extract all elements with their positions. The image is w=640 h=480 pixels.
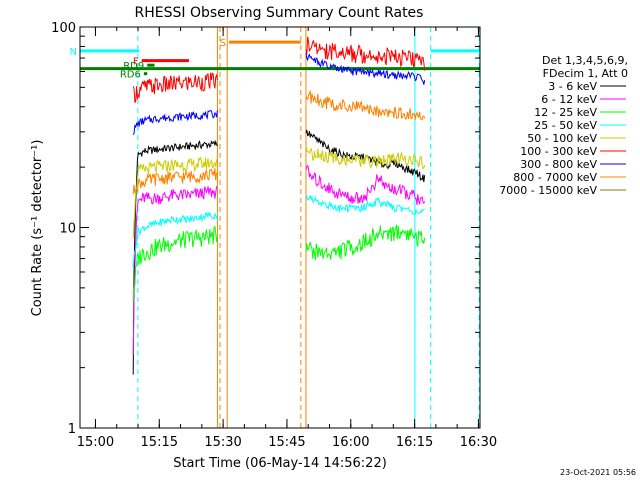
series-line <box>132 211 218 268</box>
x-tick-label: 15:00 <box>77 435 114 450</box>
x-tick-label: 16:15 <box>396 435 433 450</box>
series-line <box>132 186 218 355</box>
series-line <box>305 224 426 261</box>
series-line <box>305 145 426 170</box>
series-line <box>305 164 426 205</box>
series-line <box>132 168 218 195</box>
flag-label: S <box>220 38 226 49</box>
x-tick-label: 15:15 <box>141 435 178 450</box>
legend-label: 50 - 100 keV <box>527 132 597 145</box>
x-axis-label: Start Time (06-May-14 14:56:22) <box>173 456 387 471</box>
series-line <box>305 36 426 71</box>
y-axis-label: Count Rate (s⁻¹ detector⁻¹) <box>30 140 45 317</box>
series-line <box>305 53 426 85</box>
legend-label: 3 - 6 keV <box>548 80 597 93</box>
legend-label: 800 - 7000 keV <box>513 171 597 184</box>
y-tick-label: 10 <box>59 222 76 237</box>
series-line <box>132 156 218 239</box>
legend-label: 12 - 25 keV <box>534 106 597 119</box>
x-tick-label: 15:45 <box>268 435 305 450</box>
footer-timestamp: 23-Oct-2021 05:56 <box>560 468 636 477</box>
axes: 15:00 15:15 15:30 15:45 16:00 16:15 16:30 1 10 10… <box>51 21 497 450</box>
x-tick-label: 16:30 <box>460 435 497 450</box>
series-line <box>132 72 218 103</box>
legend-label: 7000 - 15000 keV <box>499 184 597 197</box>
flag-label: RD6 <box>120 70 141 81</box>
x-tick-label: 15:30 <box>204 435 241 450</box>
legend-label: 6 - 12 keV <box>541 93 597 106</box>
legend-header: FDecim 1, Att 0 <box>543 67 628 80</box>
series-line <box>132 110 218 136</box>
series-line <box>132 225 218 302</box>
x-tick-label: 16:00 <box>332 435 369 450</box>
flag-label: RD9 <box>123 61 144 72</box>
series-line <box>132 139 218 375</box>
legend-header: Det 1,3,4,5,6,9, <box>542 54 628 67</box>
flag-label: F <box>133 57 139 68</box>
y-tick-label: 1 <box>68 422 76 437</box>
y-tick-label: 100 <box>51 21 76 36</box>
legend: Det 1,3,4,5,6,9,FDecim 1, Att 03 - 6 keV… <box>499 54 628 197</box>
series-line <box>305 194 425 216</box>
series-line <box>305 89 426 121</box>
legend-label: 25 - 50 keV <box>534 119 597 132</box>
legend-label: 300 - 800 keV <box>520 158 597 171</box>
chart-title: RHESSI Observing Summary Count Rates <box>135 5 424 21</box>
legend-label: 100 - 300 keV <box>520 145 597 158</box>
flag-label: N <box>70 47 77 58</box>
